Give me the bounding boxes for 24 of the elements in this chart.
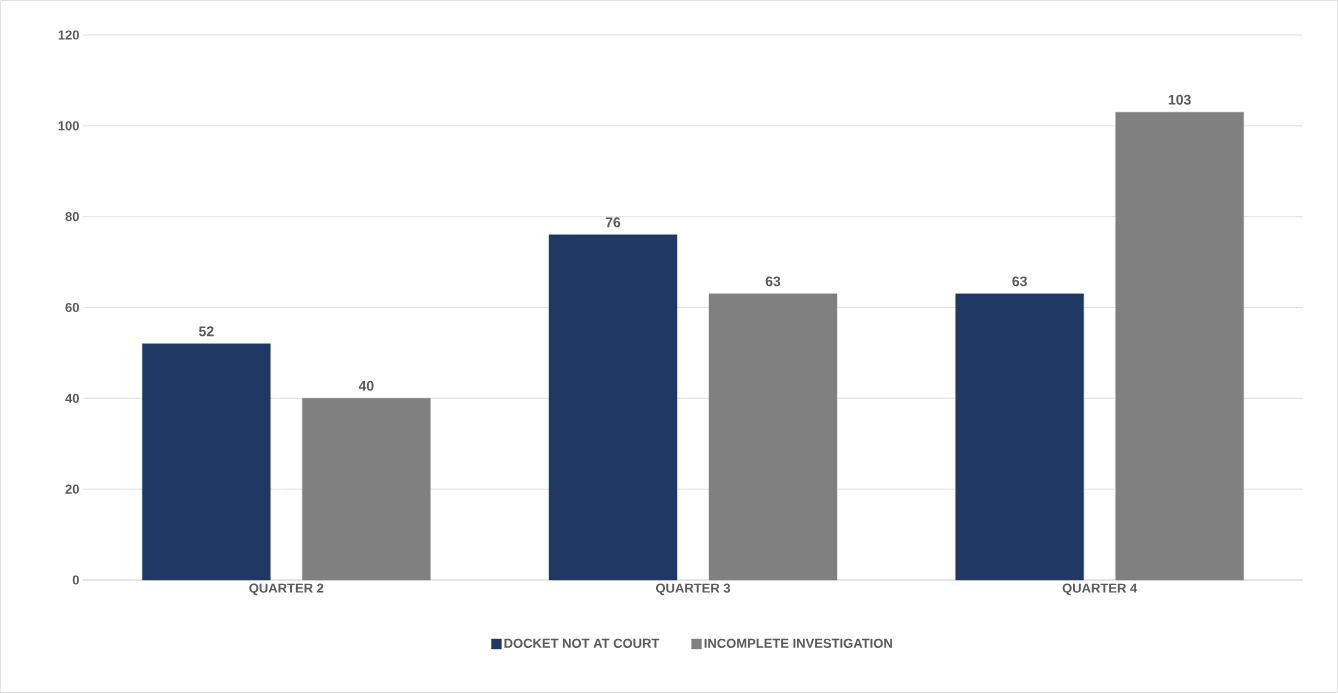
bar (142, 343, 271, 581)
legend-label: INCOMPLETE INVESTIGATION (704, 638, 892, 648)
y-tick-label: 80 (65, 212, 79, 222)
data-label: 52 (198, 326, 214, 337)
y-tick-label: 0 (72, 575, 79, 585)
data-label: 103 (1168, 94, 1191, 105)
y-tick-label: 20 (65, 484, 79, 494)
x-tick-label: QUARTER 3 (655, 583, 731, 596)
bar (955, 293, 1084, 581)
data-label: 63 (765, 276, 781, 287)
y-tick-label: 40 (65, 393, 79, 403)
bar (548, 234, 678, 581)
x-tick-label: QUARTER 4 (1062, 583, 1138, 596)
x-tick-label: QUARTER 2 (249, 583, 324, 596)
legend-label: DOCKET NOT AT COURT (504, 638, 660, 648)
y-tick-label: 100 (58, 121, 79, 131)
y-tick-label: 120 (58, 30, 79, 40)
data-label: 40 (358, 380, 374, 391)
y-tick-label: 60 (65, 302, 79, 313)
bar (302, 398, 431, 581)
bar (1115, 112, 1244, 581)
bar (708, 293, 838, 581)
data-label: 63 (1012, 276, 1027, 287)
data-label: 76 (605, 217, 621, 228)
